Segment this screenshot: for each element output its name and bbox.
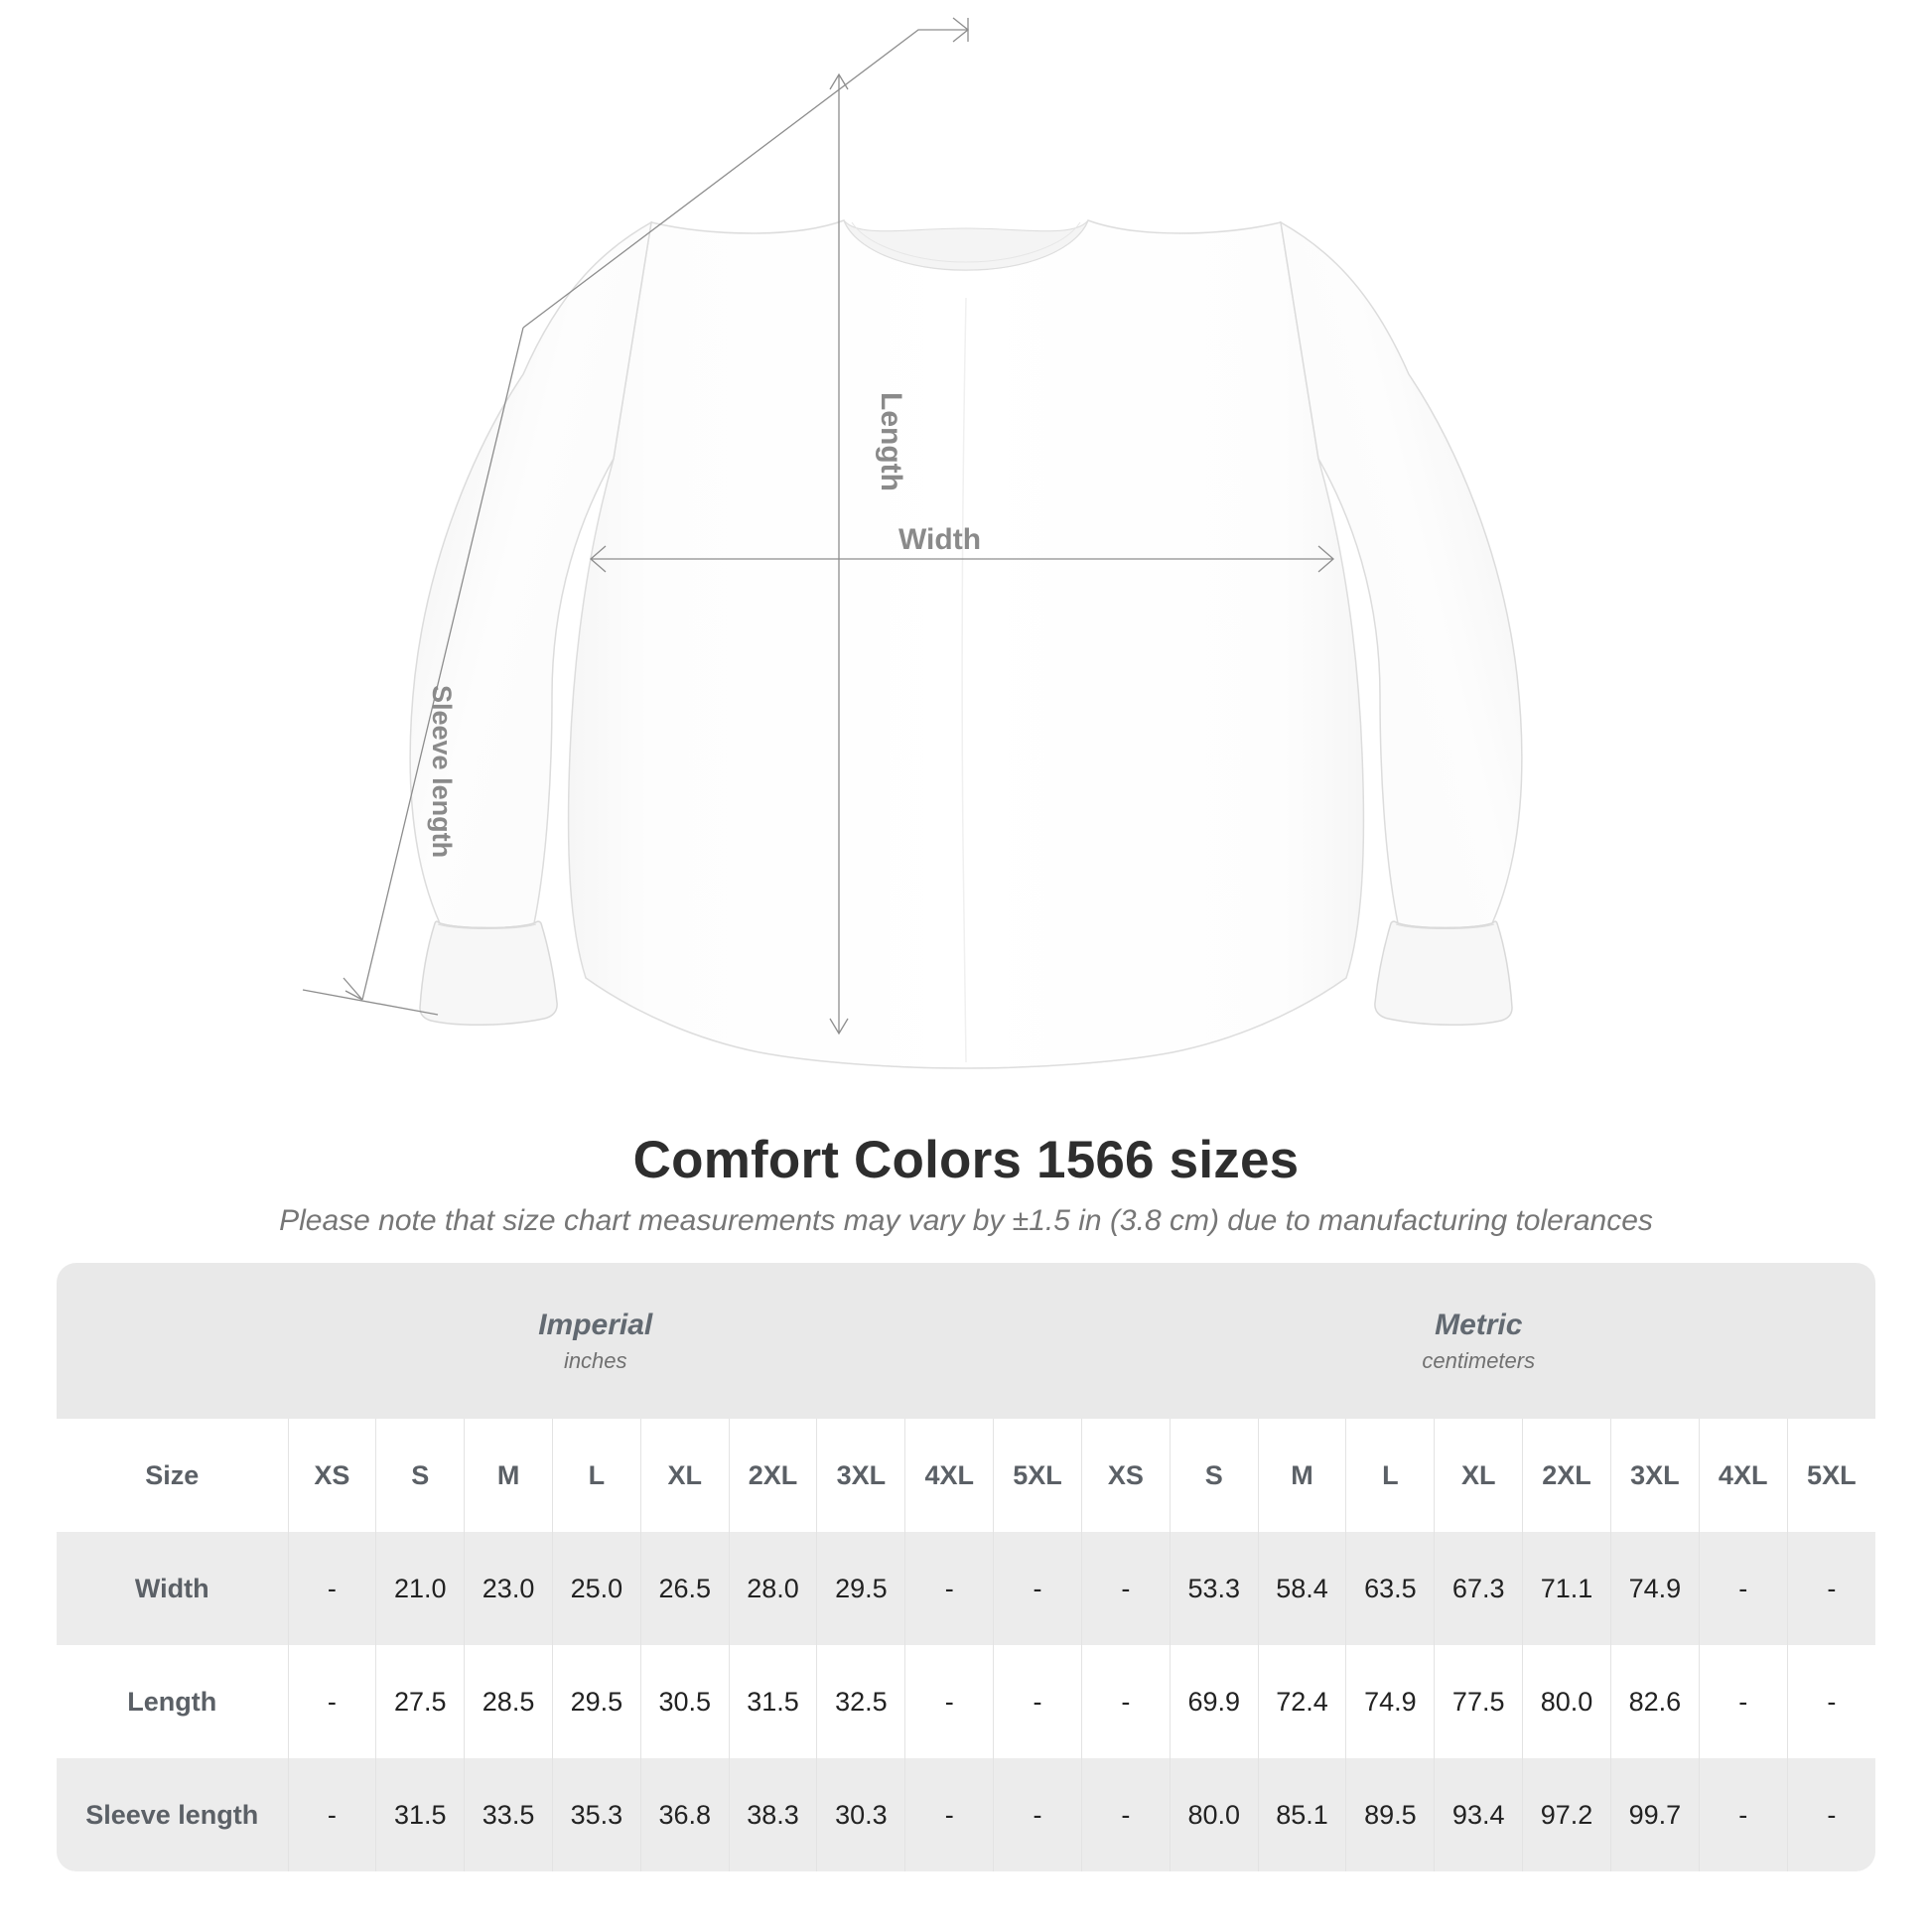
svg-text:Width: Width — [898, 523, 981, 556]
svg-text:Length: Length — [875, 392, 907, 491]
svg-text:Sleeve length: Sleeve length — [427, 685, 457, 858]
